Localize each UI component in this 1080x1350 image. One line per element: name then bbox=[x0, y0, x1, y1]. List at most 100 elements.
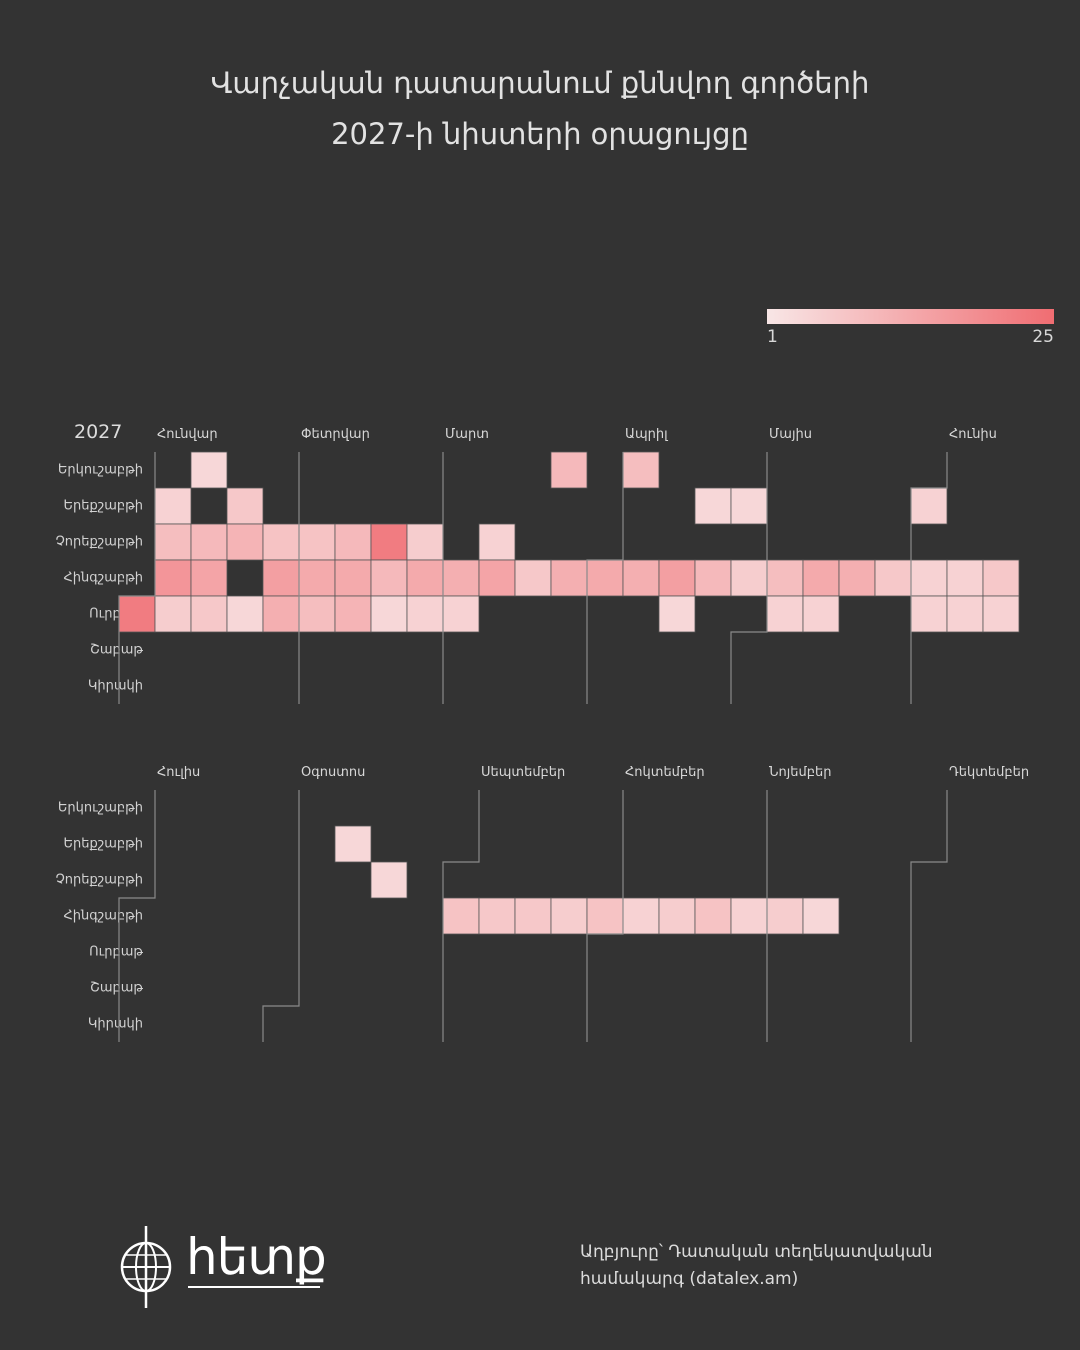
month-boundary-line bbox=[118, 790, 156, 1042]
source-line-2: համակարգ (datalex.am) bbox=[580, 1269, 799, 1289]
day-cell bbox=[550, 559, 588, 597]
globe-logo-icon bbox=[120, 1226, 172, 1308]
source-line-1: Աղբյուրը՝ Դատական տեղեկատվական bbox=[580, 1242, 933, 1262]
day-cell bbox=[658, 559, 696, 597]
weekday-label: Երկուշաբթի bbox=[58, 801, 143, 816]
month-boundary-line bbox=[262, 790, 300, 1042]
day-cell bbox=[154, 523, 192, 561]
day-cell bbox=[910, 487, 948, 525]
month-boundary-line bbox=[118, 452, 156, 704]
day-cell bbox=[190, 523, 228, 561]
month-label: Հունվար bbox=[157, 427, 218, 442]
weekday-label: Երկուշաբթի bbox=[58, 463, 143, 478]
day-cell bbox=[586, 897, 624, 935]
day-cell bbox=[946, 595, 984, 633]
day-cell bbox=[622, 897, 660, 935]
source-note: Աղբյուրը՝ Դատական տեղեկատվական համակարգ … bbox=[580, 1239, 1000, 1293]
month-boundary-line bbox=[910, 452, 948, 704]
day-cell bbox=[190, 451, 228, 489]
day-cell bbox=[226, 523, 264, 561]
day-cell bbox=[262, 595, 300, 633]
weekday-label: Չորեքշաբթի bbox=[56, 535, 143, 550]
day-cell bbox=[262, 523, 300, 561]
day-cell bbox=[766, 559, 804, 597]
month-boundary-line bbox=[730, 452, 768, 704]
legend-min-label: 1 bbox=[767, 327, 778, 347]
color-legend: 1 25 bbox=[767, 309, 1054, 349]
day-cell bbox=[694, 559, 732, 597]
month-boundary-line bbox=[910, 790, 948, 1042]
day-cell bbox=[658, 595, 696, 633]
day-cell bbox=[154, 487, 192, 525]
day-cell bbox=[154, 559, 192, 597]
day-cell bbox=[982, 559, 1020, 597]
day-cell bbox=[730, 487, 768, 525]
month-boundary-line bbox=[442, 790, 480, 1042]
day-cell bbox=[190, 559, 228, 597]
day-cell bbox=[694, 897, 732, 935]
weekday-label: Հինգշաբթի bbox=[63, 909, 143, 924]
day-cell bbox=[478, 523, 516, 561]
month-label: Օգոստոս bbox=[301, 765, 365, 780]
day-cell bbox=[442, 559, 480, 597]
day-cell bbox=[118, 595, 156, 633]
chart-title: Վարչական դատարանում քննվող գործերի 2027-… bbox=[0, 58, 1080, 160]
day-cell bbox=[730, 559, 768, 597]
day-cell bbox=[478, 559, 516, 597]
month-label: Փետրվար bbox=[301, 427, 370, 442]
day-cell bbox=[370, 861, 408, 899]
month-label: Սեպտեմբեր bbox=[481, 765, 565, 780]
day-cell bbox=[910, 559, 948, 597]
day-cell bbox=[514, 897, 552, 935]
legend-gradient-bar bbox=[767, 309, 1054, 324]
day-cell bbox=[658, 897, 696, 935]
day-cell bbox=[226, 487, 264, 525]
day-cell bbox=[802, 559, 840, 597]
day-cell bbox=[982, 595, 1020, 633]
day-cell bbox=[730, 897, 768, 935]
day-cell bbox=[478, 897, 516, 935]
day-cell bbox=[946, 559, 984, 597]
day-cell bbox=[334, 559, 372, 597]
weekday-label: Կիրակի bbox=[88, 679, 143, 694]
month-label: Մարտ bbox=[445, 427, 489, 442]
weekday-label: Ուրբաթ bbox=[89, 945, 143, 960]
month-label: Նոյեմբեր bbox=[769, 765, 831, 780]
day-cell bbox=[370, 523, 408, 561]
day-cell bbox=[550, 451, 588, 489]
day-cell bbox=[370, 595, 408, 633]
day-cell bbox=[802, 595, 840, 633]
day-cell bbox=[442, 897, 480, 935]
day-cell bbox=[802, 897, 840, 935]
day-cell bbox=[370, 559, 408, 597]
day-cell bbox=[334, 523, 372, 561]
day-cell bbox=[262, 559, 300, 597]
month-label: Հուլիս bbox=[157, 765, 200, 780]
day-cell bbox=[406, 595, 444, 633]
year-label: 2027 bbox=[74, 421, 122, 443]
month-boundary-line bbox=[586, 452, 624, 704]
day-cell bbox=[154, 595, 192, 633]
legend-max-label: 25 bbox=[1032, 327, 1054, 347]
month-label: Հունիս bbox=[949, 427, 997, 442]
day-cell bbox=[838, 559, 876, 597]
chart-title-line-2: 2027-ի նիստերի օրացույցը bbox=[331, 117, 749, 151]
weekday-label: Շաբաթ bbox=[90, 981, 143, 996]
month-boundary-line bbox=[586, 790, 624, 1042]
month-label: Դեկտեմբեր bbox=[949, 765, 1029, 780]
day-cell bbox=[406, 559, 444, 597]
weekday-label: Երեքշաբթի bbox=[64, 499, 144, 514]
day-cell bbox=[622, 559, 660, 597]
chart-title-line-1: Վարչական դատարանում քննվող գործերի bbox=[210, 66, 870, 100]
month-label: Հոկտեմբեր bbox=[625, 765, 705, 780]
month-label: Ապրիլ bbox=[625, 427, 668, 442]
day-cell bbox=[586, 559, 624, 597]
month-label: Մայիս bbox=[769, 427, 812, 442]
day-cell bbox=[910, 595, 948, 633]
weekday-label: Չորեքշաբթի bbox=[56, 873, 143, 888]
day-cell bbox=[874, 559, 912, 597]
day-cell bbox=[298, 523, 336, 561]
logo-underline bbox=[188, 1286, 320, 1288]
day-cell bbox=[766, 897, 804, 935]
day-cell bbox=[190, 595, 228, 633]
